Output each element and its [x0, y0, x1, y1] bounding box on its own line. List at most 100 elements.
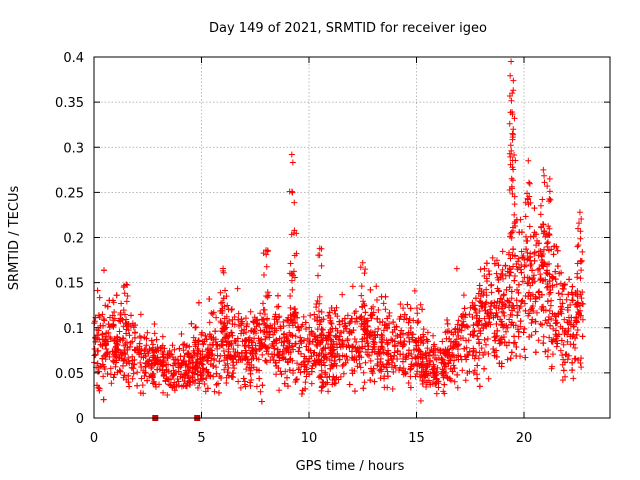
data-point — [511, 151, 518, 158]
data-point — [383, 350, 390, 357]
data-point — [454, 371, 461, 378]
data-point — [248, 327, 255, 334]
data-point — [500, 309, 507, 316]
data-point — [483, 292, 490, 299]
data-point — [194, 371, 201, 378]
data-point — [318, 367, 325, 374]
data-point — [506, 316, 513, 323]
data-point — [331, 357, 338, 364]
data-point — [500, 333, 507, 340]
data-point — [206, 350, 213, 357]
data-point — [239, 356, 246, 363]
data-point — [474, 362, 481, 369]
data-point — [364, 342, 371, 349]
data-point — [306, 339, 313, 346]
data-point — [534, 309, 541, 316]
data-point — [579, 333, 586, 340]
data-point — [570, 375, 577, 382]
y-tick-label: 0.05 — [55, 367, 84, 382]
data-point — [301, 353, 308, 360]
data-point — [313, 341, 320, 348]
data-point — [521, 263, 528, 270]
data-point — [160, 389, 167, 396]
data-point — [331, 380, 338, 387]
x-tick-label: 20 — [516, 431, 533, 446]
data-point — [260, 300, 267, 307]
data-point — [236, 353, 243, 360]
data-point — [282, 356, 289, 363]
data-point — [289, 322, 296, 329]
data-point — [242, 349, 249, 356]
data-point — [550, 274, 557, 281]
data-point — [149, 357, 156, 364]
data-point — [192, 359, 199, 366]
data-point — [419, 306, 426, 313]
data-point — [555, 331, 562, 338]
data-point — [232, 348, 239, 355]
data-point — [274, 292, 281, 299]
data-point — [488, 281, 495, 288]
data-point — [359, 336, 366, 343]
data-point — [433, 390, 440, 397]
data-point — [134, 382, 141, 389]
data-point — [225, 352, 232, 359]
data-point — [371, 378, 378, 385]
data-point — [554, 263, 561, 270]
data-point — [377, 355, 384, 362]
data-point — [389, 386, 396, 393]
data-point — [194, 353, 201, 360]
data-point — [218, 307, 225, 314]
data-point — [457, 335, 464, 342]
data-point — [257, 342, 264, 349]
data-point — [141, 334, 148, 341]
data-point — [546, 188, 553, 195]
data-point — [405, 379, 412, 386]
data-point — [413, 339, 420, 346]
data-point — [197, 351, 204, 358]
data-point — [430, 363, 437, 370]
data-point — [225, 346, 232, 353]
data-point — [200, 341, 207, 348]
data-point — [247, 308, 254, 315]
data-point — [102, 352, 109, 359]
data-point — [316, 252, 323, 259]
data-point — [264, 294, 271, 301]
data-point — [213, 314, 220, 321]
data-point — [136, 340, 143, 347]
data-point — [358, 292, 365, 299]
data-point — [409, 331, 416, 338]
data-point — [306, 331, 313, 338]
data-point — [462, 377, 469, 384]
data-point — [452, 341, 459, 348]
data-point — [400, 330, 407, 337]
data-point — [540, 340, 547, 347]
data-point — [328, 304, 335, 311]
data-point — [208, 335, 215, 342]
data-point — [92, 334, 99, 341]
data-point — [382, 293, 389, 300]
data-point — [511, 273, 518, 280]
data-point — [524, 256, 531, 263]
data-point — [518, 269, 525, 276]
data-point — [532, 328, 539, 335]
data-point — [540, 230, 547, 237]
data-point — [544, 298, 551, 305]
data-point — [220, 347, 227, 354]
data-point — [514, 286, 521, 293]
data-point — [536, 288, 543, 295]
data-point — [322, 371, 329, 378]
data-point — [535, 240, 542, 247]
data-point — [258, 336, 265, 343]
data-point — [224, 369, 231, 376]
data-point — [579, 316, 586, 323]
data-point — [496, 360, 503, 367]
data-point — [530, 275, 537, 282]
data-point — [416, 347, 423, 354]
data-point — [506, 284, 513, 291]
data-point — [385, 339, 392, 346]
data-point — [506, 249, 513, 256]
data-point — [171, 379, 178, 386]
data-point — [501, 312, 508, 319]
data-point — [260, 306, 267, 313]
data-point — [196, 380, 203, 387]
